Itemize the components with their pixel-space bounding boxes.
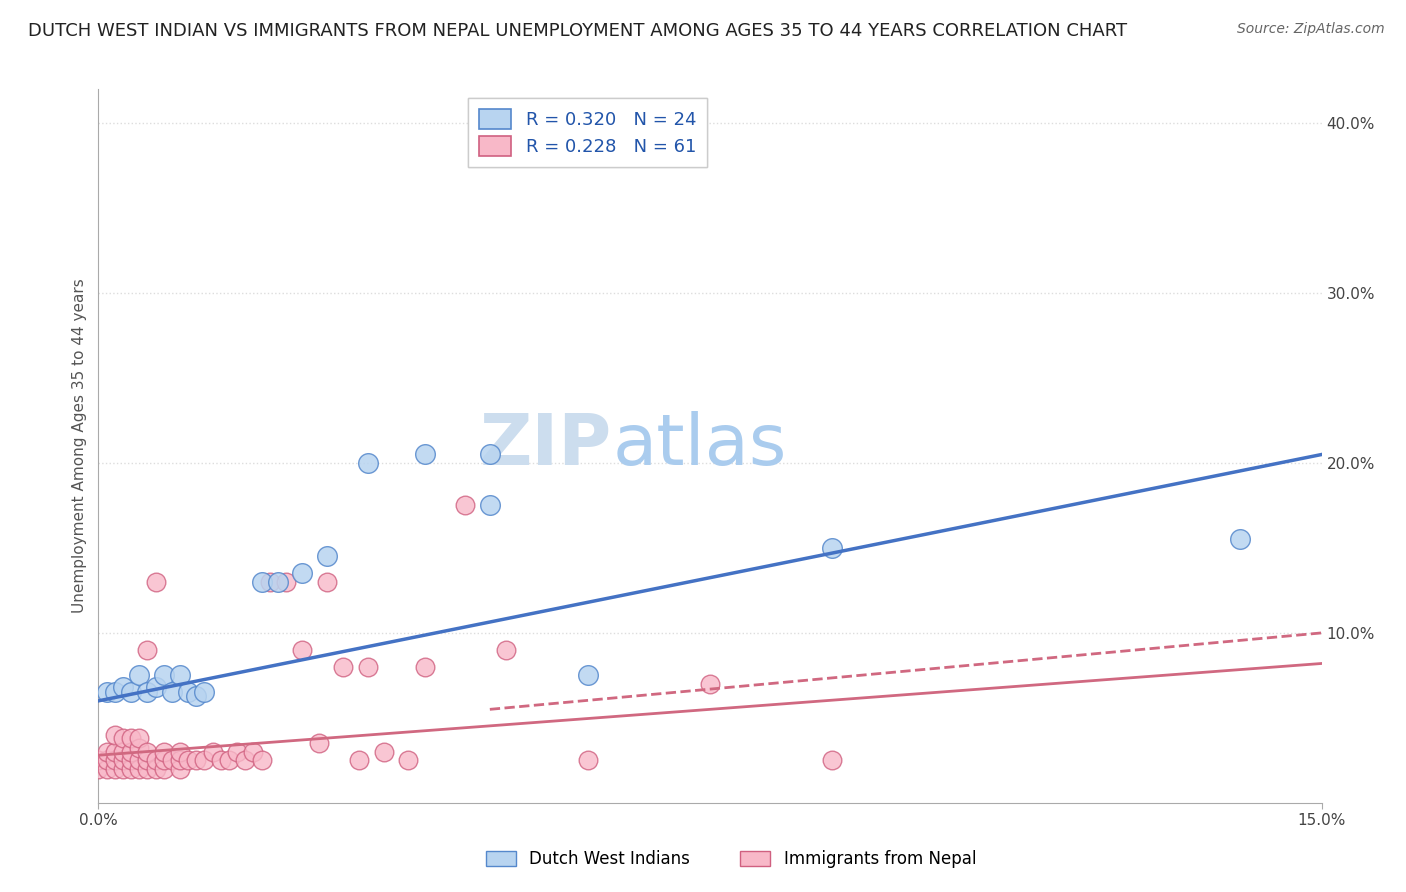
Point	[356, 660, 378, 674]
Point	[291, 643, 314, 657]
Point	[87, 762, 110, 776]
Text: DUTCH WEST INDIAN VS IMMIGRANTS FROM NEPAL UNEMPLOYMENT AMONG AGES 35 TO 44 YEAR: DUTCH WEST INDIAN VS IMMIGRANTS FROM NEP…	[28, 22, 1128, 40]
Point	[1229, 533, 1251, 547]
Point	[136, 745, 159, 759]
Point	[315, 549, 337, 564]
Point	[349, 753, 371, 767]
Point	[356, 456, 378, 470]
Point	[250, 574, 273, 589]
Point	[111, 745, 134, 759]
Point	[87, 753, 110, 767]
Point	[267, 574, 290, 589]
Legend: Dutch West Indians, Immigrants from Nepal: Dutch West Indians, Immigrants from Nepa…	[479, 844, 983, 875]
Point	[136, 685, 159, 699]
Point	[226, 745, 249, 759]
Point	[218, 753, 240, 767]
Point	[136, 753, 159, 767]
Point	[821, 753, 844, 767]
Point	[821, 541, 844, 555]
Point	[145, 680, 167, 694]
Point	[169, 762, 191, 776]
Point	[104, 762, 127, 776]
Point	[96, 762, 118, 776]
Point	[576, 753, 599, 767]
Point	[315, 574, 337, 589]
Point	[96, 753, 118, 767]
Point	[242, 745, 264, 759]
Point	[186, 689, 208, 703]
Point	[193, 753, 215, 767]
Point	[201, 745, 224, 759]
Point	[96, 745, 118, 759]
Point	[145, 574, 167, 589]
Point	[111, 762, 134, 776]
Point	[128, 741, 150, 756]
Point	[136, 643, 159, 657]
Point	[128, 731, 150, 746]
Point	[104, 728, 127, 742]
Point	[111, 753, 134, 767]
Point	[160, 685, 183, 699]
Point	[193, 685, 215, 699]
Point	[177, 685, 200, 699]
Point	[136, 762, 159, 776]
Point	[169, 668, 191, 682]
Point	[160, 753, 183, 767]
Point	[274, 574, 297, 589]
Point	[454, 499, 477, 513]
Point	[169, 753, 191, 767]
Legend: R = 0.320   N = 24, R = 0.228   N = 61: R = 0.320 N = 24, R = 0.228 N = 61	[468, 98, 707, 167]
Point	[120, 685, 142, 699]
Point	[111, 731, 134, 746]
Point	[495, 643, 517, 657]
Point	[209, 753, 232, 767]
Y-axis label: Unemployment Among Ages 35 to 44 years: Unemployment Among Ages 35 to 44 years	[72, 278, 87, 614]
Point	[128, 753, 150, 767]
Text: Source: ZipAtlas.com: Source: ZipAtlas.com	[1237, 22, 1385, 37]
Point	[145, 762, 167, 776]
Point	[413, 448, 436, 462]
Point	[104, 685, 127, 699]
Point	[177, 753, 200, 767]
Point	[699, 677, 721, 691]
Point	[96, 685, 118, 699]
Point	[145, 753, 167, 767]
Point	[104, 745, 127, 759]
Point	[576, 668, 599, 682]
Point	[152, 668, 174, 682]
Point	[373, 745, 395, 759]
Point	[233, 753, 256, 767]
Point	[332, 660, 354, 674]
Point	[478, 499, 501, 513]
Point	[186, 753, 208, 767]
Point	[120, 762, 142, 776]
Text: ZIP: ZIP	[479, 411, 612, 481]
Point	[104, 753, 127, 767]
Point	[152, 745, 174, 759]
Point	[250, 753, 273, 767]
Point	[128, 668, 150, 682]
Point	[169, 745, 191, 759]
Point	[120, 731, 142, 746]
Point	[120, 745, 142, 759]
Point	[413, 660, 436, 674]
Point	[152, 753, 174, 767]
Point	[291, 566, 314, 581]
Point	[308, 736, 330, 750]
Text: atlas: atlas	[612, 411, 786, 481]
Point	[259, 574, 281, 589]
Point	[478, 448, 501, 462]
Point	[152, 762, 174, 776]
Point	[120, 753, 142, 767]
Point	[128, 762, 150, 776]
Point	[396, 753, 419, 767]
Point	[111, 680, 134, 694]
